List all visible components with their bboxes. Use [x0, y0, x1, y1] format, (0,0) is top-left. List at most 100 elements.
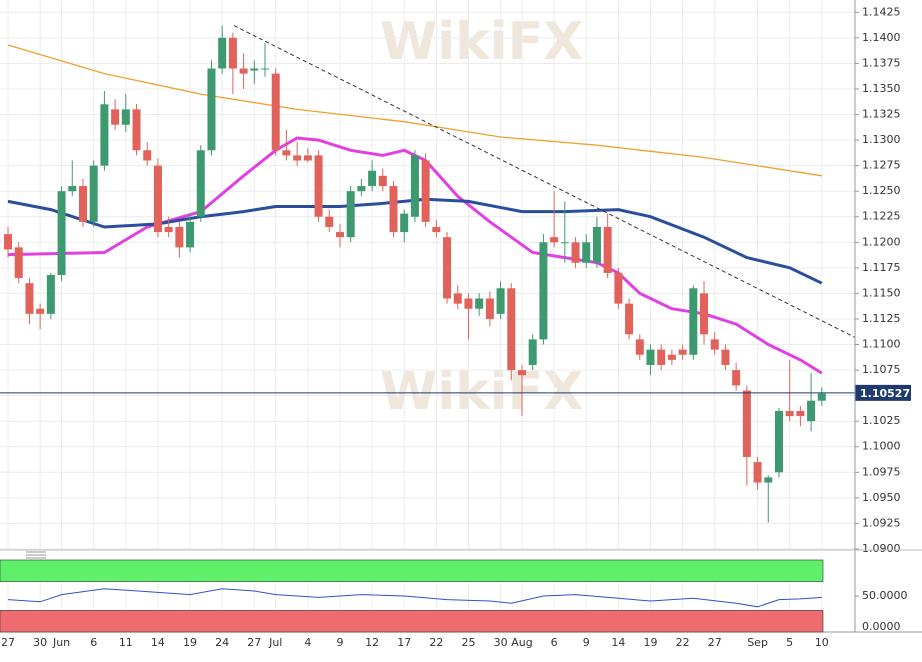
candle-body [153, 165, 162, 233]
candle-body [667, 354, 676, 360]
candle-body [421, 160, 430, 222]
candle-body [175, 226, 184, 248]
y-tick-label: 1.1025 [862, 414, 901, 427]
candle-body [261, 68, 270, 70]
candle-body [346, 191, 355, 238]
y-tick-label: 1.1125 [862, 312, 901, 325]
x-tick-label: 5 [786, 636, 793, 649]
candle-body [335, 232, 344, 238]
y-tick-label: 1.1250 [862, 184, 901, 197]
candle-body [614, 272, 623, 304]
candle-body [710, 339, 719, 350]
candle-body [475, 298, 484, 309]
x-tick-label: Jul [268, 636, 282, 649]
candle-body [785, 410, 794, 417]
overbought-zone [0, 559, 824, 582]
candle-body [807, 400, 816, 422]
candle-body [196, 150, 205, 217]
candle-body [357, 186, 366, 192]
y-tick-label: 1.1300 [862, 133, 901, 146]
x-tick-label: 25 [461, 636, 475, 649]
candle-body [539, 242, 548, 340]
candle-body [550, 237, 559, 243]
x-tick-label: 30 [494, 636, 508, 649]
trendline [233, 25, 856, 338]
x-tick-label: Sep [747, 636, 768, 649]
y-tick-label: 1.1375 [862, 56, 901, 69]
candle-body [560, 242, 569, 244]
candle-body [25, 283, 34, 314]
candle-body [368, 170, 377, 187]
candle-body [517, 370, 526, 376]
candle-body [689, 288, 698, 355]
moving-average [7, 44, 822, 177]
candle-body [700, 293, 709, 335]
candle-body [485, 298, 494, 319]
x-tick-label: 10 [815, 636, 829, 649]
watermark: WikiFX [380, 362, 583, 422]
y-tick-label: 50.0000 [862, 589, 908, 602]
candle-body [228, 37, 237, 69]
candle-body [186, 221, 195, 248]
x-tick-label: 24 [215, 636, 229, 649]
x-tick-label: 6 [551, 636, 558, 649]
y-tick-label: 1.1075 [862, 363, 901, 376]
candle-body [646, 349, 655, 365]
x-tick-label: 9 [583, 636, 590, 649]
candle-body [4, 234, 13, 250]
y-tick-label: 1.0900 [862, 542, 901, 555]
x-tick-label: 9 [336, 636, 343, 649]
y-tick-label: 1.0950 [862, 491, 901, 504]
candle-body [774, 410, 783, 473]
candle-body [582, 242, 591, 263]
candle-body [635, 339, 644, 355]
y-tick-label: 0.0000 [862, 620, 901, 633]
x-tick-label: 4 [304, 636, 311, 649]
candle-body [496, 288, 505, 314]
x-tick-label: 27 [708, 636, 722, 649]
x-tick-label: Aug [511, 636, 532, 649]
candle-body [753, 462, 762, 483]
candle-body [207, 68, 216, 151]
x-tick-label: 19 [183, 636, 197, 649]
x-tick-label: 14 [611, 636, 625, 649]
watermark: WikiFX [380, 12, 583, 72]
candle-body [271, 73, 280, 151]
x-tick-label: 14 [151, 636, 165, 649]
candle-body [78, 186, 87, 222]
y-tick-label: 1.1000 [862, 440, 901, 453]
candle-body [432, 226, 441, 233]
candle-body [592, 226, 601, 263]
candle-body [14, 247, 23, 279]
candle-body [625, 303, 634, 335]
x-tick-label: 6 [90, 636, 97, 649]
y-tick-label: 1.1400 [862, 31, 901, 44]
candle-body [239, 68, 248, 74]
candle-body [571, 242, 580, 263]
y-tick-label: 1.1175 [862, 261, 901, 274]
candle-body [164, 226, 173, 233]
candle-body [57, 191, 66, 275]
x-tick-label: 30 [33, 636, 47, 649]
y-tick-label: 1.1200 [862, 235, 901, 248]
candle-body [678, 349, 687, 355]
candle-body [400, 213, 409, 233]
candle-body [721, 349, 730, 365]
candle-body [410, 155, 419, 217]
candle-body [46, 275, 55, 314]
oversold-zone [0, 610, 824, 633]
y-tick-label: 1.0925 [862, 516, 901, 529]
y-tick-label: 1.1150 [862, 286, 901, 299]
x-tick-label: Jun [52, 636, 70, 649]
y-tick-label: 1.1100 [862, 338, 901, 351]
candle-body [464, 298, 473, 309]
last-price-tag [855, 384, 911, 401]
last-price-label: 1.10527 [860, 387, 910, 400]
candle-body [796, 410, 805, 417]
candle-body [111, 109, 120, 125]
candle-body [732, 370, 741, 386]
candle-body [293, 155, 302, 161]
candle-body [453, 293, 462, 304]
candle-body [89, 165, 98, 222]
